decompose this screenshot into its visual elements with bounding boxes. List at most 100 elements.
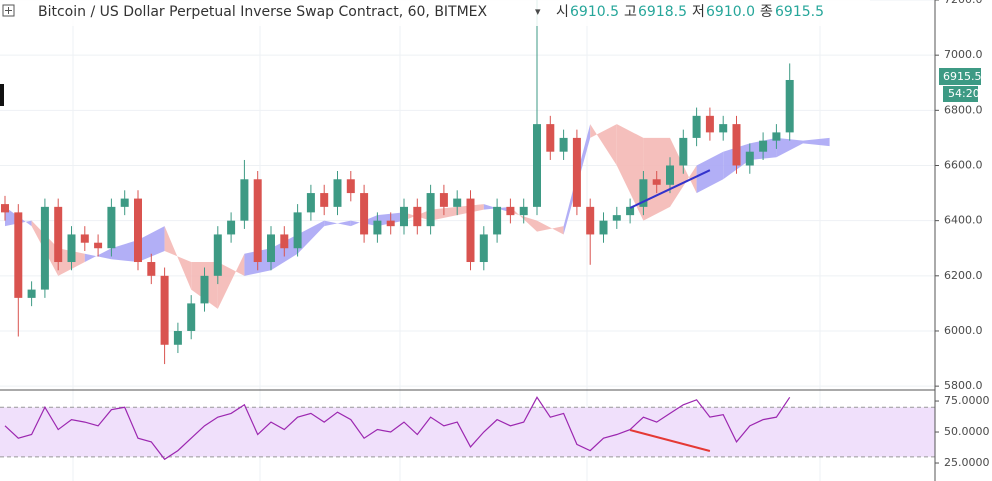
candle-body xyxy=(213,234,222,276)
trendline xyxy=(629,169,711,209)
candle-body xyxy=(333,179,342,207)
candle-body xyxy=(107,206,116,249)
candle-body xyxy=(479,234,488,263)
high-value: 6918.5 xyxy=(638,4,687,20)
edge-marker xyxy=(0,84,4,106)
candle-body xyxy=(692,115,701,138)
candle-body xyxy=(80,234,89,243)
cloud-segment xyxy=(616,124,644,221)
candle-body xyxy=(599,220,608,235)
candle-body xyxy=(506,206,515,216)
candle-body xyxy=(586,206,595,235)
open-label: 시 xyxy=(556,4,569,20)
y-tick-label: 7200.0 xyxy=(944,0,983,6)
close-label: 종 xyxy=(760,4,773,20)
candle-body xyxy=(612,215,621,221)
collapse-icon[interactable] xyxy=(2,4,15,17)
cloud-segment xyxy=(803,137,830,147)
candle-body xyxy=(772,132,781,141)
candle-body xyxy=(187,303,196,331)
candle-body xyxy=(413,206,422,227)
y-tick-label: 75.0000 xyxy=(944,394,990,407)
candle-body xyxy=(280,234,289,249)
candle-body xyxy=(306,193,315,213)
cloud-segment xyxy=(138,226,165,263)
trendline xyxy=(629,429,711,452)
cloud-segment xyxy=(324,220,351,227)
cloud-segment xyxy=(217,253,245,309)
candle-body xyxy=(360,193,369,235)
rsi-band xyxy=(0,407,935,457)
candle-body xyxy=(40,206,49,290)
candle-body xyxy=(67,234,76,263)
candle-body xyxy=(519,206,528,216)
candle-body xyxy=(533,124,541,207)
candle-body xyxy=(426,193,435,227)
cloud-segment xyxy=(590,124,617,166)
candle-body xyxy=(759,140,768,152)
candle-body xyxy=(666,165,674,185)
candle-body xyxy=(320,193,329,207)
y-tick-label: 7000.0 xyxy=(944,48,983,61)
candle-body xyxy=(732,124,741,166)
y-tick-label: 6400.0 xyxy=(944,214,983,227)
dropdown[interactable]: ▾ xyxy=(535,5,541,18)
y-tick-label: 6800.0 xyxy=(944,103,983,116)
candle-body xyxy=(120,198,129,207)
time-grid xyxy=(72,0,821,481)
candle-body xyxy=(27,289,36,298)
candle-body xyxy=(14,212,23,298)
price-tag-text: 6915.5 xyxy=(943,70,982,83)
candle-body xyxy=(652,179,661,185)
candle-body xyxy=(745,151,754,166)
y-tick-label: 6600.0 xyxy=(944,158,983,171)
candle-body xyxy=(346,179,355,194)
candle-body xyxy=(147,262,156,276)
price-tag xyxy=(939,68,981,85)
symbol-title[interactable]: Bitcoin / US Dollar Perpetual Inverse Sw… xyxy=(38,4,488,20)
cloud-segment xyxy=(297,220,325,254)
candle-body xyxy=(453,198,462,207)
countdown-tag xyxy=(943,86,978,102)
candle-body xyxy=(639,179,648,207)
header-bg xyxy=(0,0,870,26)
cloud-segment xyxy=(776,137,803,158)
cloud-segment xyxy=(696,151,724,194)
cloud-segment xyxy=(350,215,378,227)
candle-body xyxy=(253,179,262,263)
low-value: 6910.0 xyxy=(706,4,755,20)
close-value: 6915.5 xyxy=(775,4,824,20)
candle-body xyxy=(785,79,794,133)
cloud-segment xyxy=(111,239,138,263)
cloud-segment xyxy=(5,206,32,227)
candle-body xyxy=(559,137,568,152)
candle-body xyxy=(173,330,182,345)
candle-body xyxy=(705,115,714,133)
candle-body xyxy=(572,137,581,207)
high-label: 고 xyxy=(624,4,637,20)
candle-body xyxy=(134,198,142,263)
y-tick-label: 6000.0 xyxy=(944,324,983,337)
candle-body xyxy=(373,220,382,235)
rsi-line xyxy=(4,396,791,461)
cloud-segment xyxy=(537,220,564,235)
candle-body xyxy=(466,198,475,263)
candle-body xyxy=(200,275,209,304)
candle-body xyxy=(439,193,448,207)
low-label: 저 xyxy=(692,4,705,20)
cloud-segment xyxy=(164,226,192,290)
candle-body xyxy=(267,234,275,263)
candle-body xyxy=(1,204,9,213)
candle-body xyxy=(94,242,103,249)
candle-body xyxy=(626,206,635,216)
candle-body xyxy=(227,220,236,235)
candle-body xyxy=(679,137,688,166)
y-tick-label: 25.0000 xyxy=(944,456,990,469)
candle-body xyxy=(240,179,249,221)
y-tick-label: 5800.0 xyxy=(944,379,983,392)
y-tick-label: 50.0000 xyxy=(944,425,990,438)
candle-body xyxy=(546,124,555,152)
candle-body xyxy=(293,212,302,249)
